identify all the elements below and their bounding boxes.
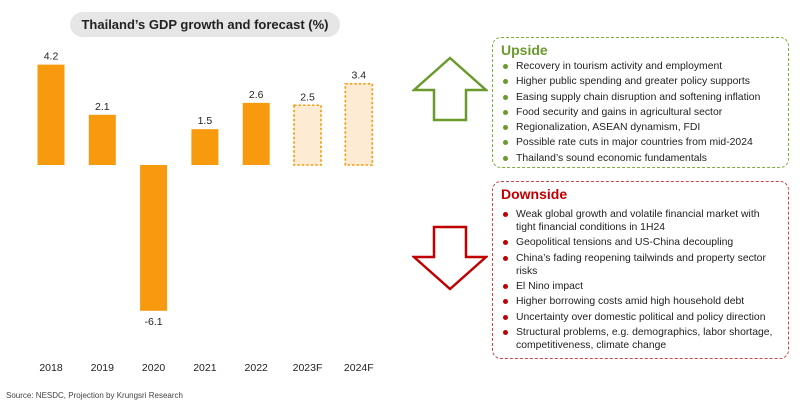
upside-item-text: Recovery in tourism activity and employm… bbox=[516, 61, 723, 72]
upside-item: Possible rate cuts in major countries fr… bbox=[503, 136, 780, 149]
downside-item-text: Uncertainty over domestic political and … bbox=[516, 311, 766, 323]
downside-item: Structural problems, e.g. demographics, … bbox=[503, 326, 780, 352]
x-tick-label: 2021 bbox=[193, 362, 217, 374]
down-arrow-icon bbox=[412, 225, 488, 291]
downside-item: Higher borrowing costs amid high househo… bbox=[503, 295, 780, 308]
downside-item-text: Geopolitical tensions and US-China decou… bbox=[516, 237, 734, 249]
downside-list: Weak global growth and volatile financia… bbox=[503, 208, 780, 354]
bar-2023F bbox=[293, 104, 322, 166]
bullet-icon bbox=[503, 284, 508, 290]
bullet-icon bbox=[503, 140, 508, 146]
data-label: 2.5 bbox=[300, 91, 315, 103]
up-arrow-icon bbox=[412, 56, 488, 122]
chart-title: Thailand’s GDP growth and forecast (%) bbox=[70, 12, 340, 37]
bullet-icon bbox=[503, 64, 508, 69]
upside-item: Regionalization, ASEAN dynamism, FDI bbox=[503, 121, 780, 134]
bullet-icon bbox=[503, 255, 508, 261]
upside-panel: Upside Recovery in tourism activity and … bbox=[492, 37, 789, 168]
upside-item-text: Regionalization, ASEAN dynamism, FDI bbox=[516, 122, 701, 134]
bullet-icon bbox=[503, 240, 508, 246]
bar-2022 bbox=[242, 102, 270, 165]
downside-title: Downside bbox=[501, 186, 568, 202]
upside-item: Easing supply chain disruption and softe… bbox=[503, 91, 780, 104]
chart-title-text: Thailand’s GDP growth and forecast (%) bbox=[81, 17, 329, 32]
downside-item-text: China’s fading reopening tailwinds and p… bbox=[516, 252, 766, 277]
downside-item-text: El Nino impact bbox=[516, 281, 583, 293]
bullet-icon bbox=[503, 329, 508, 335]
downside-item: Geopolitical tensions and US-China decou… bbox=[503, 236, 780, 249]
source-note: Source: NESDC, Projection by Krungsri Re… bbox=[6, 391, 183, 400]
bullet-icon bbox=[503, 79, 508, 85]
x-tick-label: 2022 bbox=[245, 362, 269, 374]
bar-2020 bbox=[140, 165, 168, 311]
upside-item: Thailand’s sound economic fundamentals bbox=[503, 152, 780, 165]
downside-item: China’s fading reopening tailwinds and p… bbox=[503, 252, 780, 278]
gdp-bar-chart: 4.2 2018 2.1 2019 -6.1 2020 1.5 2021 2.6 2022 2.5 2… bbox=[37, 51, 374, 374]
upside-item-text: Thailand’s sound economic fundamentals bbox=[516, 152, 707, 164]
bar-2019 bbox=[88, 114, 116, 165]
x-tick-label: 2024F bbox=[344, 362, 374, 374]
x-tick-label: 2020 bbox=[142, 362, 166, 374]
upside-item-text: Possible rate cuts in major countries fr… bbox=[516, 137, 753, 149]
bar-2018 bbox=[37, 64, 65, 165]
bullet-icon bbox=[503, 125, 508, 131]
upside-item: Higher public spending and greater polic… bbox=[503, 75, 780, 88]
x-tick-label: 2019 bbox=[91, 362, 115, 374]
bar-2021 bbox=[191, 129, 219, 165]
upside-title: Upside bbox=[501, 42, 548, 58]
data-label: -6.1 bbox=[145, 316, 163, 328]
downside-item-text: Higher borrowing costs amid high househo… bbox=[516, 296, 745, 308]
upside-item: Recovery in tourism activity and employm… bbox=[503, 60, 780, 73]
downside-item-text: Structural problems, e.g. demographics, … bbox=[516, 326, 773, 351]
bullet-icon bbox=[503, 212, 508, 217]
upside-item: Food security and gains in agricultural … bbox=[503, 106, 780, 119]
bar-2024F bbox=[344, 82, 374, 166]
data-label: 2.1 bbox=[95, 101, 110, 113]
downside-item: Uncertainty over domestic political and … bbox=[503, 311, 780, 324]
data-label: 1.5 bbox=[198, 115, 213, 127]
downside-item-text: Weak global growth and volatile financia… bbox=[516, 209, 760, 234]
downside-item: Weak global growth and volatile financia… bbox=[503, 208, 780, 234]
bullet-icon bbox=[503, 109, 508, 115]
bullet-icon bbox=[503, 299, 508, 305]
data-label: 2.6 bbox=[249, 89, 264, 101]
data-label: 3.4 bbox=[351, 70, 366, 82]
data-label: 4.2 bbox=[44, 51, 59, 63]
x-tick-label: 2023F bbox=[293, 362, 323, 374]
upside-list: Recovery in tourism activity and employm… bbox=[503, 60, 780, 167]
downside-item: El Nino impact bbox=[503, 280, 780, 293]
downside-panel: Downside Weak global growth and volatile… bbox=[492, 181, 789, 359]
bullet-icon bbox=[503, 94, 508, 100]
bullet-icon bbox=[503, 155, 508, 161]
upside-item-text: Easing supply chain disruption and softe… bbox=[516, 91, 761, 103]
x-tick-label: 2018 bbox=[39, 362, 63, 374]
bullet-icon bbox=[503, 314, 508, 320]
upside-item-text: Food security and gains in agricultural … bbox=[516, 106, 723, 118]
upside-item-text: Higher public spending and greater polic… bbox=[516, 76, 750, 88]
